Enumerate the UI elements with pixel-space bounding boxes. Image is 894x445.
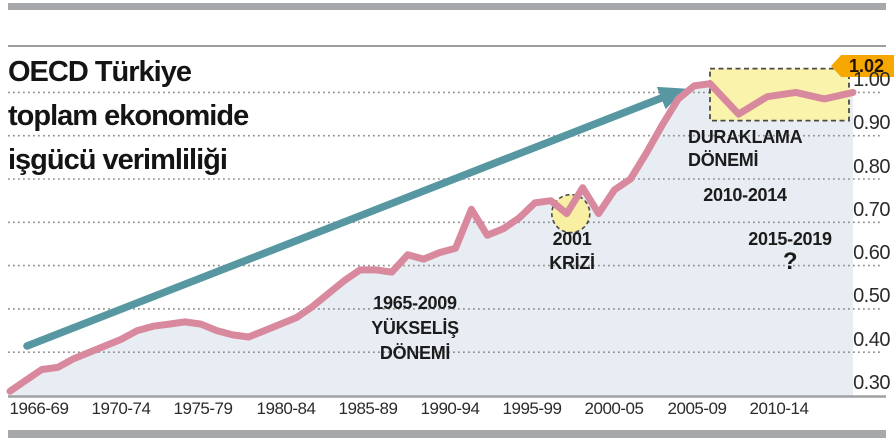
question-mark: ? [782, 248, 798, 275]
future-period-annotation: 2015-2019 ? [725, 228, 855, 274]
y-axis-tick-label: 0.50 [853, 285, 890, 307]
chart-title: OECD Türkiye toplam ekonomide işgücü ver… [8, 50, 338, 182]
crisis-annotation: 2001 KRİZİ [512, 227, 632, 275]
chart-title-line: toplam ekonomide [8, 100, 249, 132]
bottom-divider-bar [8, 430, 886, 438]
y-axis-tick-label: 0.40 [853, 329, 890, 351]
x-axis-tick-label: 1970-74 [91, 399, 151, 418]
y-axis-tick-label: 1.00 [853, 69, 890, 91]
trend-arrow [23, 86, 686, 350]
x-axis-tick-label: 1995-99 [502, 399, 562, 418]
y-axis-tick-label: 0.60 [853, 242, 890, 264]
pause-period-label: DÖNEMİ [688, 150, 759, 170]
rise-period-label: DÖNEMİ [379, 343, 451, 363]
rise-period-annotation: 1965-2009 YÜKSELİŞ DÖNEMİ [352, 291, 478, 366]
pause-period-label: DURAKLAMA [688, 127, 803, 147]
y-axis-tick-label: 0.70 [853, 199, 890, 221]
x-axis-tick-label: 2000-05 [584, 399, 644, 418]
pause-period-years: 2010-2014 [703, 185, 787, 205]
x-axis-tick-label: 2005-09 [667, 399, 727, 418]
chart-title-line: OECD Türkiye [8, 56, 192, 88]
rise-period-label: YÜKSELİŞ [371, 318, 459, 338]
x-axis-tick-label: 1980-84 [256, 399, 316, 418]
x-axis-tick-label: 1990-94 [420, 399, 480, 418]
chart-title-line: işgücü verimliliği [8, 144, 228, 176]
last-value-badge: 1.02 [831, 55, 894, 77]
title-rule [8, 45, 886, 47]
productivity-line [6, 80, 857, 395]
x-axis-tick-label: 1985-89 [338, 399, 398, 418]
crisis-label: KRİZİ [549, 253, 595, 273]
y-axis-tick-label: 0.30 [853, 372, 890, 394]
top-divider-bar [8, 3, 886, 10]
x-axis-tick-label: 1966-69 [9, 399, 69, 418]
rise-period-years: 1965-2009 [373, 293, 457, 313]
future-period-years: 2015-2019 [748, 229, 832, 249]
y-axis-tick-label: 0.80 [853, 156, 890, 178]
x-axis-tick-label: 2010-14 [749, 399, 809, 418]
pause-period-annotation: DURAKLAMA DÖNEMİ [688, 126, 818, 172]
y-axis-tick-label: 0.90 [853, 112, 890, 134]
crisis-year: 2001 [552, 229, 592, 249]
x-axis-tick-label: 1975-79 [173, 399, 233, 418]
